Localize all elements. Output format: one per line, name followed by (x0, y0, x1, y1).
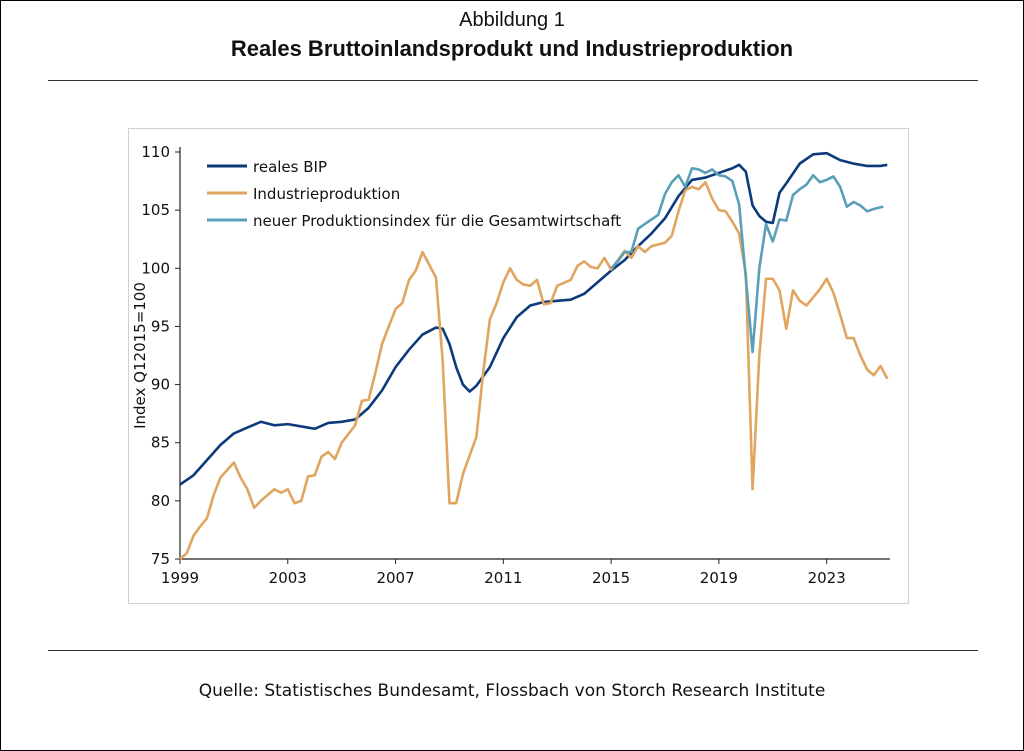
series-line-2 (610, 166, 884, 354)
series-line-1 (179, 180, 889, 560)
line-chart: 75 80 85 90 95 100 105 110 1999 2003 2007 2011 2015 2… (131, 143, 890, 587)
x-tick-label: 1999 (161, 569, 199, 587)
x-tick-label: 2007 (376, 569, 414, 587)
y-tick-label: 80 (151, 492, 170, 510)
y-tick-label: 90 (151, 376, 170, 394)
y-axis-label: Index Q12015=100 (131, 282, 149, 429)
legend-label: reales BIP (253, 158, 327, 176)
source-note: Quelle: Statistisches Bundesamt, Flossba… (198, 681, 826, 701)
x-tick-label: 2019 (700, 569, 738, 587)
x-tick-label: 2015 (592, 569, 630, 587)
figure-title: Reales Bruttoinlandsprodukt und Industri… (230, 36, 794, 61)
y-tick-label: 75 (151, 550, 170, 568)
y-tick-label: 100 (141, 259, 170, 277)
figure-label: Abbildung 1 (459, 9, 565, 31)
x-tick-label: 2003 (269, 569, 307, 587)
y-tick-label: 105 (141, 201, 170, 219)
y-tick-label: 85 (151, 434, 170, 452)
y-tick-label: 110 (141, 143, 170, 161)
bottom-divider (48, 650, 978, 651)
legend-label: neuer Produktionsindex für die Gesamtwir… (253, 212, 621, 230)
legend-label: Industrieproduktion (253, 185, 400, 203)
top-divider (48, 80, 978, 81)
x-tick-label: 2023 (808, 569, 846, 587)
x-tick-label: 2011 (484, 569, 522, 587)
y-tick-label: 95 (151, 317, 170, 335)
chart-frame: 75 80 85 90 95 100 105 110 1999 2003 2007 2011 2015 2… (128, 128, 909, 604)
